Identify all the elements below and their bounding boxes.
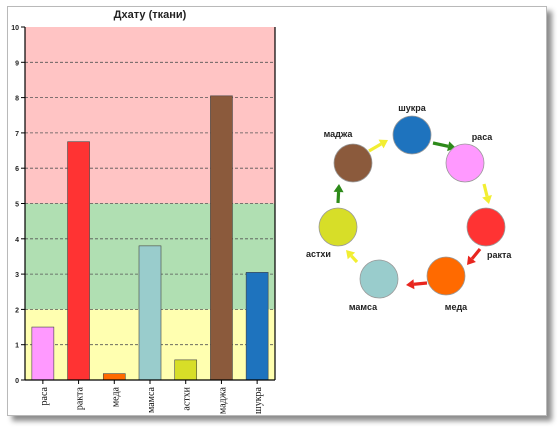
cycle-arrow-4 [346,250,359,264]
cycle-label-меда: меда [445,302,468,312]
cycle-arrow-head-2 [467,255,476,265]
cycle-label-маджа: маджа [324,129,354,139]
cycle-node-ракта [466,207,506,247]
y-tick-label-6: 6 [15,166,19,173]
cycle-arrow-shaft-3 [413,281,428,286]
x-tick-label-астхи: астхи [182,386,193,410]
cycle-arrow-shaft-5 [336,191,341,204]
x-tick-label-маджа: маджа [217,386,228,414]
cycle-node-астхи [318,207,358,247]
chart-title: Дхату (ткани) [113,9,187,21]
cycle-label-раса: раса [472,132,494,142]
x-tick-label-мамса: мамса [146,386,157,413]
cycle-arrow-head-1 [482,195,492,204]
cycle-arrow-shaft-2 [470,247,482,260]
cycle-label-ракта: ракта [487,250,512,260]
cycle-node-мамса [359,259,399,299]
y-tick-label-5: 5 [15,202,19,209]
cycle-arrow-5 [333,184,344,204]
cycle-arrow-head-4 [346,250,356,260]
cycle-node-маджа [333,143,373,183]
cycle-node-шукра [392,115,432,155]
cycle-arrow-6 [368,139,388,153]
x-tick-label-шукра: шукра [253,386,264,414]
cycle-arrow-shaft-6 [368,142,382,153]
cycle-arrow-shaft-1 [482,183,489,197]
cycle-label-шукра: шукра [398,103,427,113]
chart-band-2 [25,27,275,204]
cycle-label-мамса: мамса [349,302,378,312]
x-tick-label-раса: раса [39,386,50,405]
x-tick-label-меда: меда [110,386,121,407]
cycle-arrow-3 [406,279,428,290]
cycle-node-раса [445,143,485,183]
y-tick-label-2: 2 [15,307,19,314]
x-tick-label-ракта: ракта [75,386,86,410]
y-tick-label-7: 7 [15,131,19,138]
cycle-arrow-2 [467,247,482,265]
y-tick-label-3: 3 [15,272,19,279]
y-tick-label-0: 0 [15,378,19,385]
cycle-node-меда [426,256,466,296]
y-tick-label-9: 9 [15,60,19,67]
y-tick-label-1: 1 [15,343,19,350]
cycle-arrow-shaft-4 [350,254,359,264]
cycle-arrow-head-3 [406,279,415,290]
cycle-arrow-shaft-0 [432,141,449,148]
cycle-arrow-1 [482,183,492,204]
cycle-label-астхи: астхи [306,249,331,259]
y-tick-label-10: 10 [11,25,19,32]
cycle-arrow-head-5 [333,184,344,193]
cycle-arrow-head-6 [378,139,388,149]
y-tick-label-4: 4 [15,237,19,244]
y-tick-label-8: 8 [15,96,19,103]
